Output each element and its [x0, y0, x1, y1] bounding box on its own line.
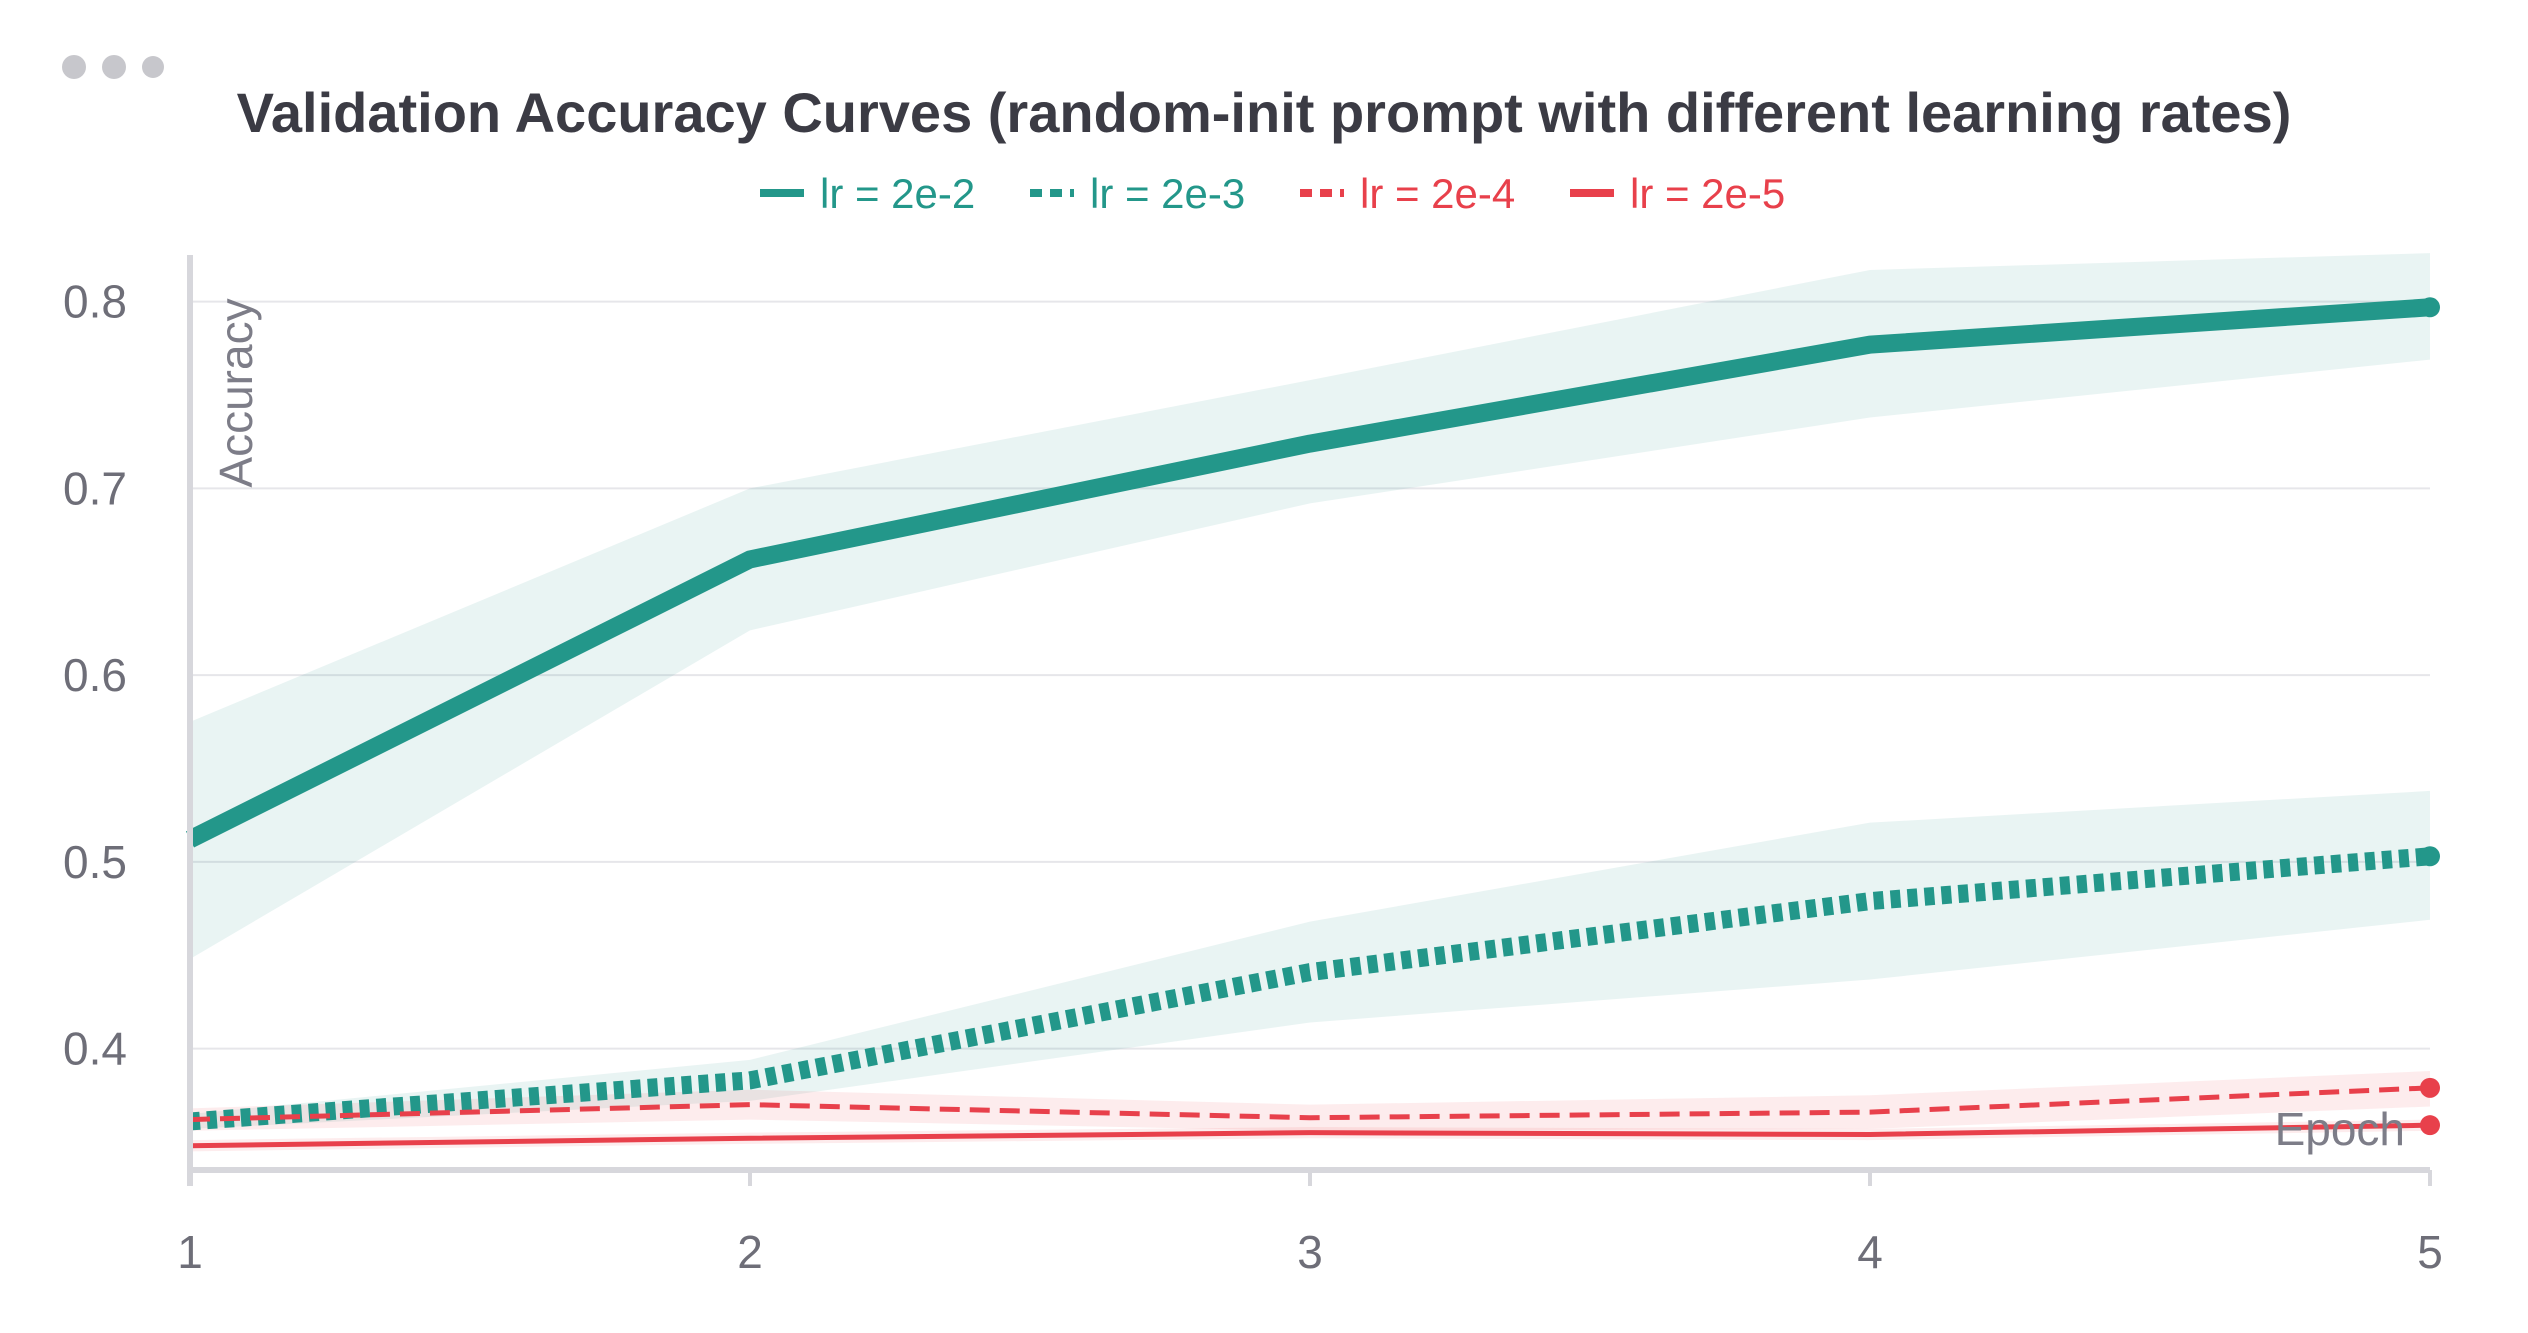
y-tick-label: 0.7	[63, 462, 127, 514]
legend-label: lr = 2e-2	[820, 170, 975, 217]
y-tick-label: 0.5	[63, 836, 127, 888]
legend-label: lr = 2e-4	[1360, 170, 1515, 217]
x-tick-label: 3	[1297, 1226, 1323, 1278]
chart-legend: lr = 2e-2 lr = 2e-3 lr = 2e-4 lr = 2e-5	[760, 170, 1785, 217]
y-tick-label: 0.6	[63, 649, 127, 701]
series-end-point	[2420, 297, 2440, 318]
series-line	[189, 1085, 2431, 1123]
y-tick-label: 0.8	[63, 276, 127, 328]
x-tick-label: 1	[177, 1226, 203, 1278]
menu-dot	[102, 55, 126, 79]
grid-lines	[190, 300, 2430, 1050]
y-tick-labels: 0.4 0.5 0.6 0.7 0.8	[63, 276, 127, 1075]
series-end-point	[2420, 1115, 2440, 1136]
menu-dot	[62, 55, 86, 79]
x-tick-labels: 1 2 3 4 5	[177, 1226, 2443, 1278]
confidence-band	[190, 790, 2430, 1129]
confidence-band	[190, 1071, 2430, 1131]
menu-dot	[142, 56, 164, 78]
series-end-points	[2420, 297, 2440, 1136]
x-tick-label: 4	[1857, 1226, 1883, 1278]
more-horizontal-icon[interactable]	[62, 55, 164, 79]
axes	[187, 255, 2432, 1186]
x-axis-label: Epoch	[2275, 1103, 2405, 1155]
legend-label: lr = 2e-5	[1630, 170, 1785, 217]
confidence-bands	[190, 253, 2430, 1152]
series-line	[189, 1122, 2431, 1149]
confidence-band	[190, 1119, 2430, 1152]
legend-label: lr = 2e-3	[1090, 170, 1245, 217]
series-line	[189, 847, 2431, 1131]
chart-title: Validation Accuracy Curves (random-init …	[237, 81, 2292, 144]
x-tick-label: 5	[2417, 1226, 2443, 1278]
series-end-point	[2420, 846, 2440, 867]
x-tick-label: 2	[737, 1226, 763, 1278]
series-line	[185, 298, 2431, 848]
y-tick-label: 0.4	[63, 1023, 127, 1075]
series-lines	[185, 298, 2431, 1149]
series-end-point	[2420, 1077, 2440, 1098]
y-axis-label: Accuracy	[210, 298, 262, 487]
